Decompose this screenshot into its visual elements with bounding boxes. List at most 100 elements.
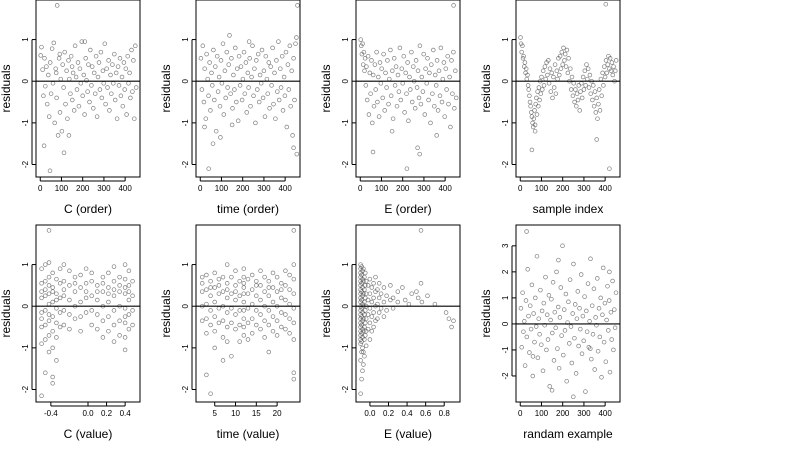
data-point — [89, 293, 94, 299]
data-point — [453, 95, 459, 101]
data-point — [249, 316, 255, 321]
data-point — [586, 85, 592, 90]
data-point — [206, 93, 211, 99]
data-point — [570, 311, 575, 316]
panel-2: 0 100 200 300 400 -2 -1 0 1 time (order) residuals — [159, 0, 301, 216]
data-point — [609, 337, 614, 342]
data-point — [230, 106, 235, 111]
data-point — [553, 325, 558, 331]
data-point — [244, 110, 249, 115]
data-point — [83, 295, 89, 301]
x-tick-label: 100 — [535, 184, 549, 193]
data-point — [536, 316, 541, 321]
data-point — [241, 316, 247, 321]
data-point — [220, 335, 226, 340]
data-point — [83, 289, 89, 294]
data-point — [574, 91, 580, 96]
data-point — [555, 304, 561, 310]
data-point — [382, 108, 387, 113]
data-point — [80, 93, 85, 99]
data-point — [198, 56, 204, 61]
data-point — [375, 316, 380, 321]
data-point — [223, 95, 228, 101]
data-point — [86, 62, 91, 67]
data-point — [274, 58, 279, 63]
data-point — [551, 85, 557, 90]
data-point — [130, 293, 135, 299]
data-point — [46, 283, 52, 288]
plot-frame — [195, 0, 301, 178]
data-point — [95, 312, 100, 317]
data-point — [274, 333, 280, 338]
data-point — [559, 333, 564, 338]
data-point — [395, 299, 401, 305]
data-point — [549, 70, 554, 76]
data-point — [589, 303, 595, 308]
data-point — [370, 120, 375, 126]
data-point — [583, 83, 588, 88]
data-point — [241, 308, 247, 313]
data-point — [204, 331, 209, 336]
data-point — [422, 112, 428, 117]
data-point — [376, 295, 382, 301]
data-point — [199, 289, 205, 294]
data-point — [548, 89, 554, 94]
data-point — [451, 49, 456, 55]
data-point — [384, 293, 389, 299]
data-point — [65, 116, 70, 121]
data-point — [78, 314, 83, 319]
data-point — [291, 337, 297, 342]
data-point — [129, 47, 134, 53]
data-point — [578, 89, 583, 94]
data-point — [584, 62, 589, 67]
data-point — [278, 85, 284, 90]
data-point — [266, 278, 272, 284]
data-point — [359, 376, 364, 382]
data-point — [451, 318, 456, 324]
data-point — [209, 70, 214, 76]
data-point — [125, 53, 130, 59]
data-point — [606, 298, 612, 303]
x-tick-label: 100 — [215, 184, 229, 193]
data-point — [57, 281, 63, 286]
data-point — [375, 287, 380, 292]
data-point — [111, 264, 117, 269]
data-point — [110, 62, 115, 67]
data-point — [61, 322, 67, 328]
y-tick-label: 0 — [181, 78, 190, 83]
data-point — [245, 276, 251, 282]
data-point — [567, 341, 572, 346]
y-tick-label: 1 — [181, 262, 190, 267]
data-point — [100, 335, 106, 340]
data-point — [522, 363, 528, 368]
data-point — [395, 289, 401, 294]
data-point — [373, 87, 378, 92]
data-point — [361, 316, 366, 321]
data-point — [132, 116, 137, 121]
data-point — [452, 106, 457, 111]
data-point — [371, 281, 376, 286]
data-point — [257, 72, 263, 78]
x-tick-label: 300 — [257, 184, 271, 193]
data-point — [521, 329, 526, 334]
data-point — [39, 266, 44, 271]
data-point — [229, 122, 235, 128]
data-point — [553, 91, 559, 96]
data-point — [362, 287, 367, 292]
data-point — [267, 106, 272, 111]
data-point — [237, 293, 242, 299]
data-point — [577, 306, 582, 311]
data-point — [543, 274, 548, 280]
data-point — [54, 335, 59, 340]
x-tick-label: 400 — [598, 184, 612, 193]
y-tick-label: -2 — [181, 385, 190, 393]
data-point — [43, 293, 48, 299]
data-point — [573, 87, 578, 92]
data-point — [54, 297, 59, 303]
data-point — [215, 89, 221, 94]
data-point — [411, 64, 416, 69]
data-point — [396, 89, 402, 94]
data-point — [106, 299, 111, 305]
data-point — [270, 299, 276, 305]
data-point — [529, 110, 534, 115]
